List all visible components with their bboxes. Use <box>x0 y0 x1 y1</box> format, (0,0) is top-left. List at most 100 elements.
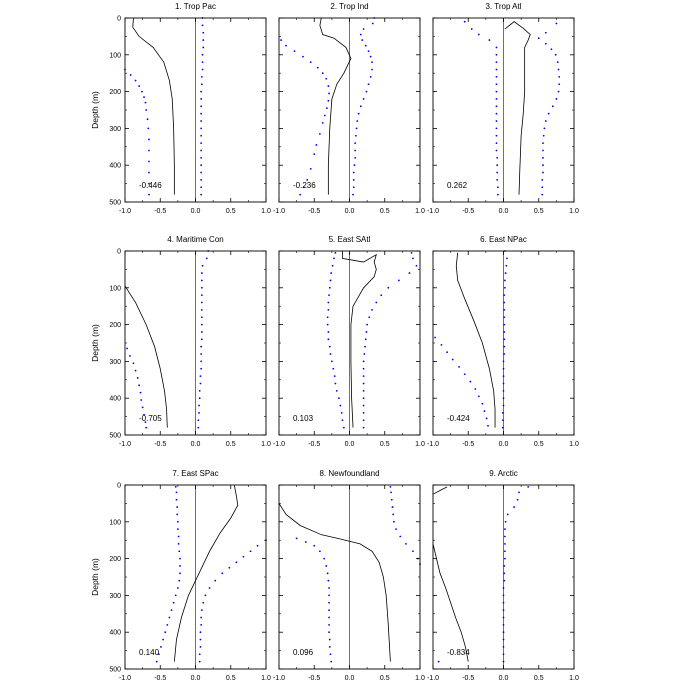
correlation-value: 0.096 <box>293 648 314 657</box>
data-point <box>327 338 330 341</box>
data-point <box>542 149 544 152</box>
x-tick-label: 1.0 <box>415 208 425 215</box>
data-point <box>503 308 506 311</box>
data-point <box>199 375 202 378</box>
data-point <box>326 572 329 575</box>
data-point <box>200 112 203 115</box>
data-point <box>146 118 149 121</box>
panel-title: 6. East NPac <box>480 235 527 244</box>
data-point <box>328 294 330 297</box>
data-point <box>410 251 413 254</box>
data-point <box>367 83 370 86</box>
data-point <box>504 542 506 545</box>
data-point <box>556 61 559 64</box>
x-tick-label: -0.5 <box>154 675 166 682</box>
data-point <box>178 579 181 582</box>
x-tick-label: 1.0 <box>569 441 579 448</box>
data-point <box>502 638 505 641</box>
data-point <box>502 609 505 612</box>
data-point <box>485 417 488 420</box>
y-tick-label: 300 <box>109 126 121 133</box>
data-point <box>506 513 509 516</box>
x-tick-label: 0.0 <box>499 208 509 215</box>
data-point <box>202 39 205 41</box>
x-tick-label: 1.0 <box>415 675 425 682</box>
x-tick-label: -0.5 <box>308 441 320 448</box>
data-point <box>504 528 506 531</box>
data-point <box>143 96 145 99</box>
data-point <box>495 68 498 71</box>
data-point <box>199 382 202 385</box>
panel-title: 8. Newfoundland <box>319 469 379 478</box>
panel-title: 9. Arctic <box>489 469 517 478</box>
panel-title: 7. East SPac <box>172 469 218 478</box>
data-point <box>138 85 141 87</box>
data-point <box>330 272 333 274</box>
data-point <box>501 419 504 422</box>
data-point <box>504 272 507 274</box>
data-point <box>496 193 499 196</box>
data-point <box>440 343 443 346</box>
data-point <box>139 391 142 394</box>
correlation-value: 0.103 <box>293 414 314 423</box>
data-point <box>157 653 160 656</box>
x-tick-label: -0.5 <box>308 675 320 682</box>
data-point <box>170 609 173 612</box>
data-point <box>463 373 466 376</box>
data-point <box>366 323 369 326</box>
data-point <box>132 362 135 365</box>
data-point <box>502 389 505 392</box>
data-point <box>177 542 180 545</box>
series-dots <box>326 251 418 429</box>
data-point <box>202 46 205 49</box>
data-point <box>505 264 508 267</box>
data-point <box>503 301 506 304</box>
x-tick-label: -0.5 <box>462 208 474 215</box>
x-tick-label: 1.0 <box>261 441 271 448</box>
y-axis-label: Depth (m) <box>90 324 100 362</box>
data-point <box>200 360 203 363</box>
data-point <box>503 572 506 575</box>
data-point <box>342 426 345 429</box>
data-point <box>134 369 137 372</box>
data-point <box>176 506 179 508</box>
y-tick-label: 200 <box>109 322 121 329</box>
data-point <box>327 301 330 304</box>
correlation-value: -0.236 <box>293 181 316 190</box>
data-point <box>390 491 392 494</box>
correlation-value: 0.140 <box>139 648 160 657</box>
data-point <box>362 360 365 363</box>
data-point <box>256 544 259 547</box>
data-point <box>495 134 498 137</box>
data-point <box>481 402 484 405</box>
data-point <box>369 75 372 78</box>
series-dots <box>280 17 376 196</box>
data-point <box>412 550 414 553</box>
data-point <box>371 22 374 25</box>
data-point <box>352 186 355 189</box>
data-point <box>527 485 530 488</box>
panel-6: 6. East NPac -1.0 -0.5 0.0 0.5 1.0 -0.424 <box>427 235 579 448</box>
data-point <box>179 572 181 575</box>
series-line <box>455 252 496 428</box>
data-point <box>200 164 203 167</box>
data-point <box>160 646 162 648</box>
data-point <box>208 587 211 589</box>
data-point <box>496 164 499 167</box>
data-point <box>327 579 330 582</box>
data-point <box>148 149 150 152</box>
data-point <box>175 491 178 494</box>
data-point <box>503 353 506 355</box>
data-point <box>555 22 558 25</box>
data-point <box>328 623 330 626</box>
data-point <box>362 367 365 370</box>
data-point <box>495 112 498 115</box>
data-point <box>332 367 335 370</box>
data-point <box>228 566 231 569</box>
data-point <box>501 426 504 429</box>
series-line <box>432 486 448 495</box>
data-point <box>495 142 498 145</box>
y-tick-label: 400 <box>109 163 121 170</box>
series-dots <box>155 485 267 663</box>
data-point <box>502 367 505 370</box>
